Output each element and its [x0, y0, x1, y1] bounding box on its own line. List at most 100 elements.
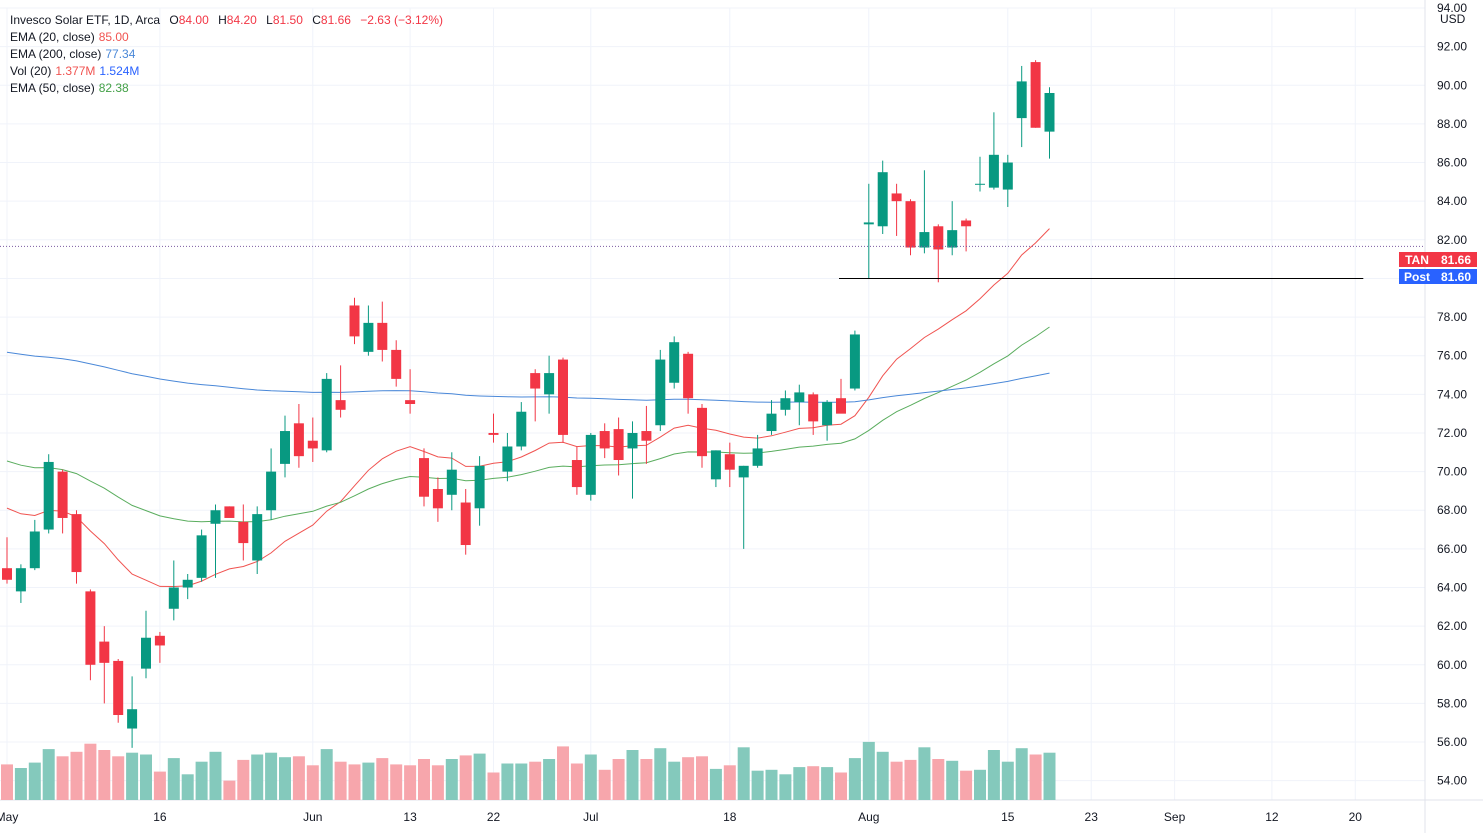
volume-bar — [765, 769, 778, 800]
volume-bar — [348, 764, 361, 800]
y-tick-label: 70.00 — [1437, 465, 1467, 479]
volume-value: 1.377M — [55, 64, 96, 78]
legend-title-row: Invesco Solar ETF, 1D, Arca O84.00 H84.2… — [10, 12, 443, 29]
volume-bar — [821, 767, 834, 800]
price-tag-post-label: Post — [1403, 269, 1430, 284]
change-value: −2.63 (−3.12%) — [360, 13, 444, 27]
candle-body — [697, 407, 707, 457]
volume-bar — [459, 755, 472, 800]
close-label: C — [312, 13, 321, 27]
candle-body — [280, 431, 290, 464]
y-tick-label: 66.00 — [1437, 542, 1467, 556]
volume-bar — [848, 758, 861, 800]
volume-bar — [181, 774, 194, 800]
volume-bar — [126, 752, 139, 800]
candle-body — [57, 471, 68, 518]
volume-bar — [70, 751, 83, 800]
legend-volume[interactable]: Vol (20) 1.377M 1.524M — [10, 63, 443, 80]
candle-body — [599, 431, 610, 449]
candle-body — [683, 353, 694, 399]
ema20-line — [6, 228, 1050, 588]
volume-bar — [292, 756, 305, 800]
volume-bar — [751, 770, 764, 800]
candle-body — [849, 334, 860, 389]
ema50-line — [6, 326, 1050, 523]
y-tick-label: 94.00 — [1437, 1, 1467, 15]
candle-body — [182, 579, 193, 588]
x-tick-label: 16 — [153, 810, 167, 824]
y-tick-label: 86.00 — [1437, 156, 1467, 170]
y-tick-label: 58.00 — [1437, 696, 1467, 710]
volume-bar — [654, 748, 667, 800]
y-tick-label: 74.00 — [1437, 387, 1467, 401]
volume-bar — [14, 768, 27, 800]
candle-body — [377, 322, 388, 350]
candle-body — [822, 402, 833, 426]
x-tick-label: Jul — [583, 810, 598, 824]
candle-body — [238, 521, 249, 544]
candle-body — [85, 591, 96, 665]
y-tick-label: 76.00 — [1437, 349, 1467, 363]
x-tick-label: 15 — [1001, 810, 1015, 824]
candle-body — [502, 446, 513, 472]
candle-body — [196, 535, 207, 578]
volume-bar — [320, 749, 333, 800]
y-tick-label: 56.00 — [1437, 735, 1467, 749]
legend-ema20[interactable]: EMA (20, close) 85.00 — [10, 29, 443, 46]
candle-body — [836, 398, 846, 414]
volume-bar — [140, 754, 152, 800]
candle-body — [127, 709, 138, 729]
candle-body — [141, 637, 151, 669]
candle-body — [1002, 162, 1013, 190]
volume-bar — [487, 772, 500, 800]
volume-bar — [584, 754, 597, 800]
volume-bar — [279, 757, 291, 800]
candle-body — [460, 502, 471, 546]
x-tick-label: 18 — [723, 810, 737, 824]
candle-body — [905, 201, 916, 248]
candle-body — [752, 448, 763, 466]
candle-body — [780, 398, 791, 410]
volume-bar — [696, 756, 708, 800]
candle-body — [544, 373, 555, 395]
volume-bar — [1015, 748, 1028, 800]
volume-bar — [98, 750, 111, 800]
volume-bar — [56, 756, 69, 800]
candle-body — [933, 226, 944, 250]
volume-bar — [890, 761, 903, 800]
ema20-value: 85.00 — [98, 30, 129, 44]
volume-bar — [390, 764, 403, 800]
candle-body — [293, 423, 304, 457]
candle-body — [710, 450, 721, 480]
volume-bar — [1043, 752, 1056, 800]
y-tick-label: 54.00 — [1437, 774, 1467, 788]
y-tick-label: 84.00 — [1437, 194, 1467, 208]
volume-bar — [445, 759, 458, 800]
currency-label: USD — [1440, 12, 1466, 26]
volume-bar — [334, 761, 347, 800]
volume-bar — [779, 774, 792, 800]
candle-body — [252, 514, 263, 561]
price-tag-last-value: 81.66 — [1440, 252, 1472, 267]
volume-bar — [1029, 754, 1042, 800]
candle-body — [335, 400, 346, 410]
x-tick-label: 12 — [1265, 810, 1279, 824]
legend-ema50[interactable]: EMA (50, close) 82.38 — [10, 80, 443, 97]
close-value: 81.66 — [320, 13, 351, 27]
ema20-label: EMA (20, close) — [10, 30, 95, 44]
volume-bar — [709, 768, 722, 800]
volume-bar — [515, 763, 528, 800]
candle-body — [113, 660, 124, 716]
volume-bar — [640, 759, 653, 800]
candle-body — [43, 461, 54, 530]
candle-body — [15, 568, 26, 592]
candle-body — [474, 465, 485, 509]
candle-body — [558, 359, 568, 435]
open-value: 84.00 — [178, 13, 209, 27]
high-value: 84.20 — [226, 13, 257, 27]
volume-bar — [529, 761, 542, 800]
candle-body — [919, 232, 930, 248]
legend-ema200[interactable]: EMA (200, close) 77.34 — [10, 46, 443, 63]
volume-bar — [557, 746, 569, 800]
